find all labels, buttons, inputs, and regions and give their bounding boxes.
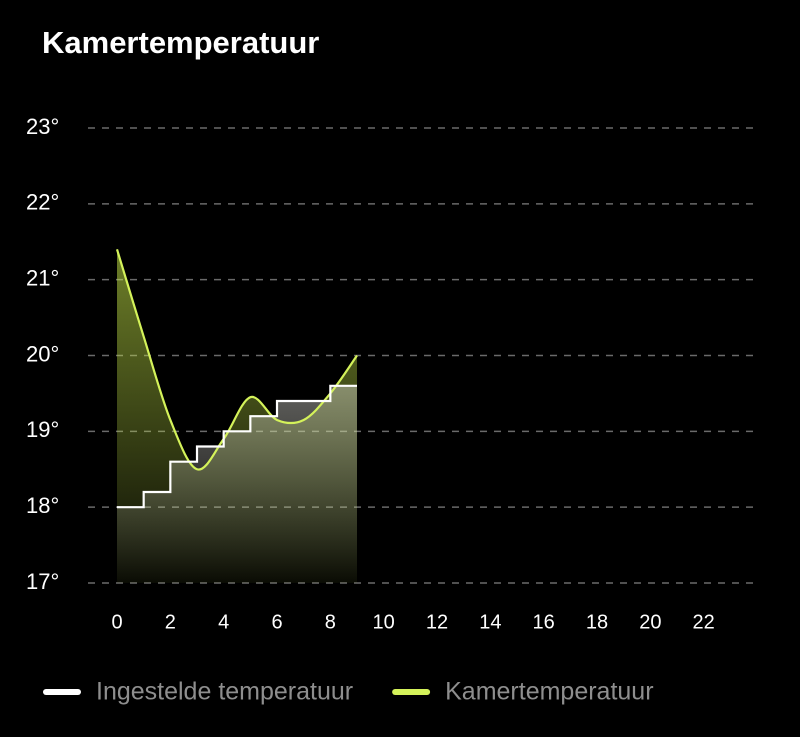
x-tick-label: 6: [271, 611, 282, 633]
legend-label: Kamertemperatuur: [445, 678, 653, 706]
y-tick-label: 20°: [26, 341, 59, 366]
y-tick-label: 21°: [26, 265, 59, 290]
area: [117, 385, 357, 583]
chart-title: Kamertemperatuur: [42, 25, 319, 60]
y-tick-label: 19°: [26, 417, 59, 442]
x-tick-label: 16: [533, 611, 555, 633]
x-tick-label: 8: [325, 611, 336, 633]
x-tick-label: 14: [479, 611, 501, 633]
x-tick-label: 20: [639, 611, 661, 633]
x-tick-label: 22: [693, 611, 715, 633]
x-tick-label: 0: [111, 611, 122, 633]
x-tick-label: 2: [165, 611, 176, 633]
y-tick-label: 17°: [26, 569, 59, 594]
y-tick-label: 23°: [26, 114, 59, 139]
legend-label: Ingestelde temperatuur: [96, 678, 353, 706]
x-tick-label: 10: [373, 611, 395, 633]
x-tick-label: 12: [426, 611, 448, 633]
line: [117, 384, 357, 509]
x-tick-label: 4: [218, 611, 229, 633]
line: [115, 249, 358, 471]
y-tick-label: 18°: [26, 493, 59, 518]
x-tick-label: 18: [586, 611, 608, 633]
y-tick-label: 22°: [26, 190, 59, 215]
